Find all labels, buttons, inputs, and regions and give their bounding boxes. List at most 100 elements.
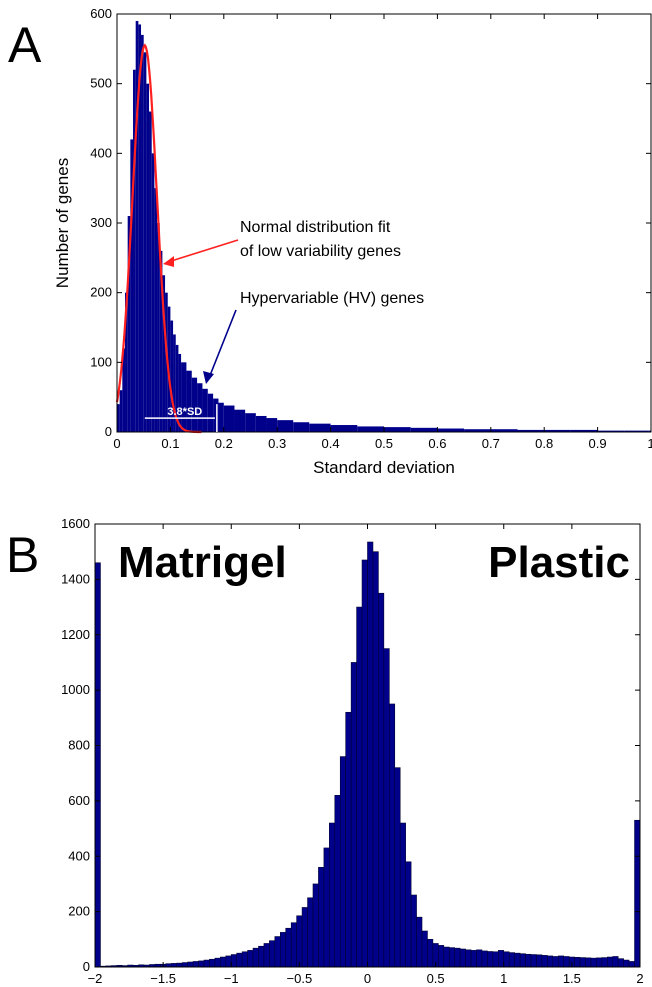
histogram-bar <box>438 945 445 968</box>
histogram-bar <box>181 962 188 968</box>
matrigel-label: Matrigel <box>118 538 287 587</box>
x-tick-label: 0.1 <box>161 436 179 451</box>
histogram-bar <box>514 952 521 968</box>
histogram-bar <box>143 52 147 433</box>
y-tick-label: 100 <box>90 354 112 369</box>
y-tick-label: 600 <box>68 793 90 808</box>
histogram-bar <box>245 413 256 432</box>
hv-annotation-arrow <box>208 309 237 379</box>
histogram-bar <box>234 409 246 432</box>
histogram-bar <box>388 703 396 968</box>
histogram-bar <box>157 223 160 432</box>
plastic-label: Plastic <box>488 538 630 587</box>
y-tick-label: 600 <box>90 6 112 21</box>
histogram-bar <box>459 948 466 968</box>
panel-b-letter: B <box>6 527 39 583</box>
histogram-bar <box>541 955 548 968</box>
histogram-bar <box>570 429 598 432</box>
panel-b-ticks: −2 −1.5 −1 −0.5 0 0.5 1 1.5 2 0 200 400 600 800 1000 12… <box>61 516 644 986</box>
histogram-bar <box>141 34 144 433</box>
histogram-bar <box>443 946 450 968</box>
x-tick-label: 0.3 <box>268 436 286 451</box>
histogram-bar <box>266 418 278 432</box>
x-tick-label: 1 <box>647 436 652 451</box>
histogram-bar <box>213 398 219 432</box>
histogram-bar <box>606 956 614 968</box>
histogram-bar <box>170 320 174 432</box>
normal-fit-curve <box>115 43 202 434</box>
histogram-bar <box>119 390 123 432</box>
panel-a-y-axis-label: Number of genes <box>53 158 72 288</box>
histogram-bar <box>334 795 341 968</box>
histogram-bar <box>372 551 379 968</box>
histogram-bar <box>585 957 592 968</box>
fit-annotation-line2: of low variability genes <box>240 243 401 260</box>
histogram-bar <box>225 955 232 968</box>
histogram-bar <box>223 405 235 432</box>
histogram-bar <box>357 426 384 432</box>
sd-marker-label: 3.8*SD <box>167 406 202 418</box>
histogram-bar <box>648 430 651 432</box>
y-tick-label: 200 <box>90 285 112 300</box>
histogram-bar <box>350 662 357 968</box>
histogram-bar <box>236 952 243 968</box>
histogram-bar <box>125 292 128 432</box>
histogram-bar <box>247 950 254 968</box>
histogram-bar <box>612 956 619 968</box>
histogram-bar <box>162 275 166 432</box>
histogram-bar <box>94 562 101 968</box>
histogram-bar <box>356 606 363 968</box>
histogram-bar <box>154 188 158 432</box>
histogram-bar <box>269 940 276 968</box>
histogram-bar <box>323 847 330 968</box>
hv-annotation-arrowhead <box>203 371 214 384</box>
x-tick-label: 0.5 <box>375 436 393 451</box>
y-tick-label: 1200 <box>61 627 90 642</box>
histogram-bar <box>218 402 224 432</box>
histogram-bar <box>628 961 635 968</box>
panel-a-bars <box>117 20 651 433</box>
histogram-bar <box>312 883 319 968</box>
histogram-bar <box>345 711 352 968</box>
histogram-bar <box>492 951 499 968</box>
y-tick-label: 800 <box>68 738 90 753</box>
histogram-bar <box>394 767 401 968</box>
panel-a: A 0 0.1 0.2 0.3 0.4 0.5 0.6 0.7 0.8 0.9 1 0 100 200 30… <box>8 6 652 477</box>
histogram-bar <box>476 949 483 968</box>
fit-annotation-arrowhead <box>163 256 174 267</box>
panel-a-letter: A <box>8 17 42 73</box>
histogram-bar <box>416 916 423 968</box>
histogram-bar <box>339 756 346 968</box>
x-tick-label: −2 <box>88 971 103 986</box>
histogram-bar <box>230 954 237 968</box>
histogram-bar <box>503 951 510 968</box>
histogram-bar <box>596 957 603 968</box>
histogram-bar <box>146 83 150 433</box>
panel-a-x-axis-label: Standard deviation <box>313 458 455 477</box>
y-tick-label: 0 <box>105 424 112 439</box>
x-tick-label: 0.4 <box>322 436 340 451</box>
histogram-bar <box>329 822 336 968</box>
y-tick-label: 0 <box>83 959 90 974</box>
x-tick-label: −1 <box>224 971 239 986</box>
histogram-bar <box>361 559 368 968</box>
histogram-bar <box>198 960 205 968</box>
y-tick-label: 200 <box>68 904 90 919</box>
histogram-bar <box>410 427 438 432</box>
y-tick-label: 1000 <box>61 682 90 697</box>
histogram-bar <box>117 404 120 432</box>
x-tick-label: 0.7 <box>482 436 500 451</box>
histogram-bar <box>127 216 131 432</box>
histogram-bar <box>557 955 564 968</box>
panel-b: B −2 −1.5 −1 −0.5 0 0.5 1 1.5 2 0 200 400 600 800 1000… <box>6 516 644 986</box>
histogram-bar <box>151 153 155 433</box>
histogram-bar <box>487 951 494 968</box>
histogram-bar <box>220 956 227 968</box>
histogram-bar <box>203 959 210 968</box>
x-tick-label: 0.2 <box>215 436 233 451</box>
panel-b-bars <box>94 541 641 968</box>
histogram-bar <box>378 592 385 968</box>
histogram-bar <box>274 936 281 968</box>
histogram-bar <box>277 420 294 432</box>
